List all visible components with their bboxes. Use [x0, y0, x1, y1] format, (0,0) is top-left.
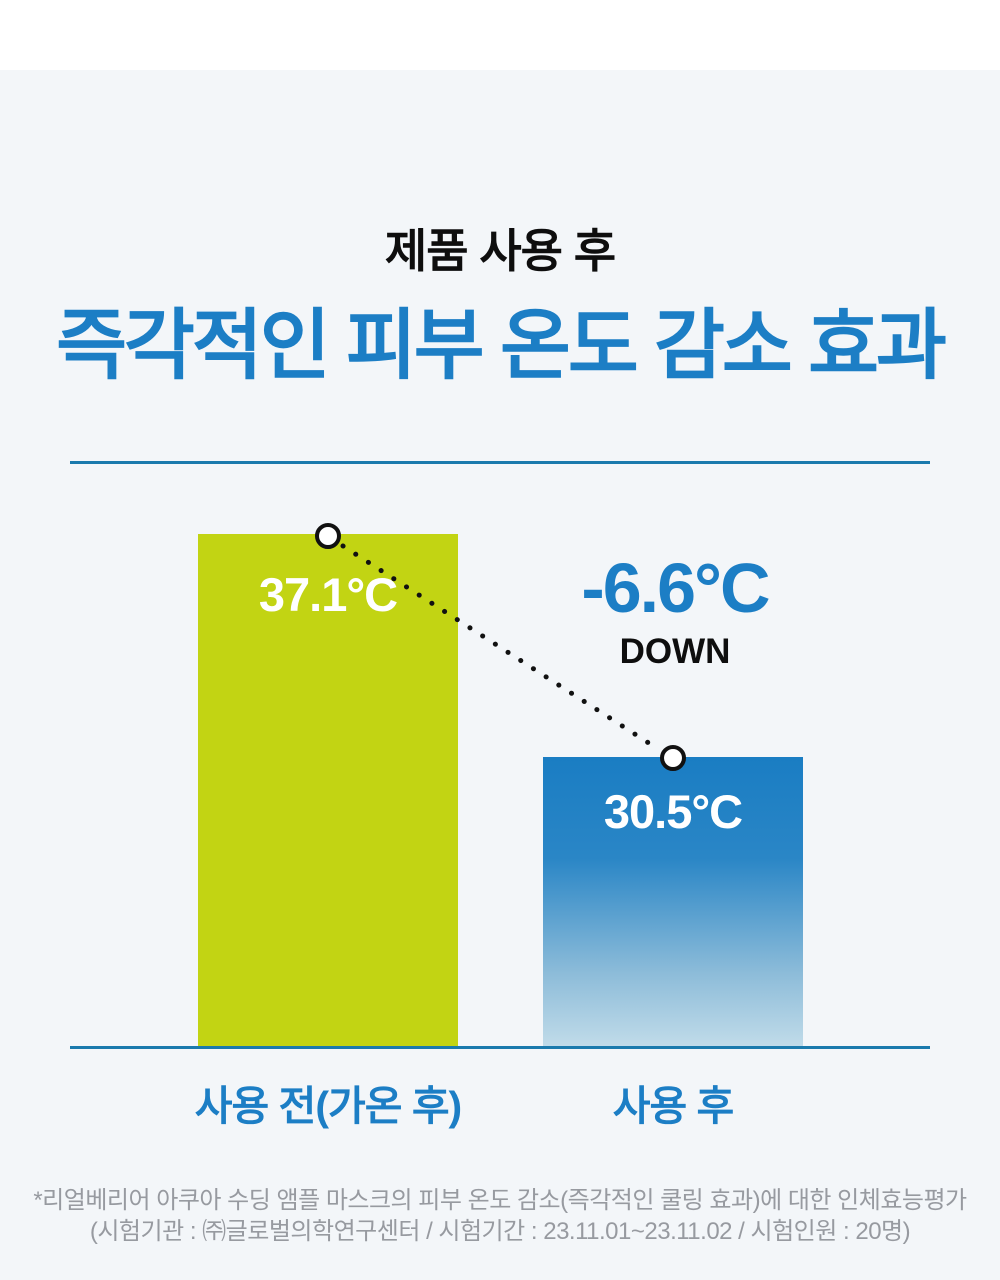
bar-after-use: 30.5°C: [543, 757, 803, 1046]
page-title: 즉각적인 피부 온도 감소 효과: [56, 303, 947, 389]
top-divider-line: [70, 461, 930, 464]
bar-before-value: 37.1°C: [258, 568, 398, 621]
footnote-line-1: *리얼베리어 아쿠아 수딩 앰플 마스크의 피부 온도 감소(즉각적인 쿨링 효…: [33, 1187, 967, 1214]
marker-circle-after: [660, 745, 686, 771]
bar-after-value: 30.5°C: [603, 785, 743, 838]
delta-caption: DOWN: [619, 632, 731, 671]
footnote-line-2: (시험기관 : ㈜글로벌의학연구센터 / 시험기간 : 23.11.01~23.…: [89, 1218, 911, 1245]
page-subtitle: 제품 사용 후: [384, 225, 616, 277]
marker-circle-before: [315, 523, 341, 549]
bar-before-use: 37.1°C: [198, 534, 458, 1046]
axis-label-before: 사용 전(가온 후): [194, 1083, 462, 1129]
delta-value: -6.6°C: [581, 549, 770, 627]
chart-baseline: [70, 1046, 930, 1049]
axis-label-after: 사용 후: [612, 1083, 735, 1129]
top-white-strip: [0, 0, 1000, 70]
